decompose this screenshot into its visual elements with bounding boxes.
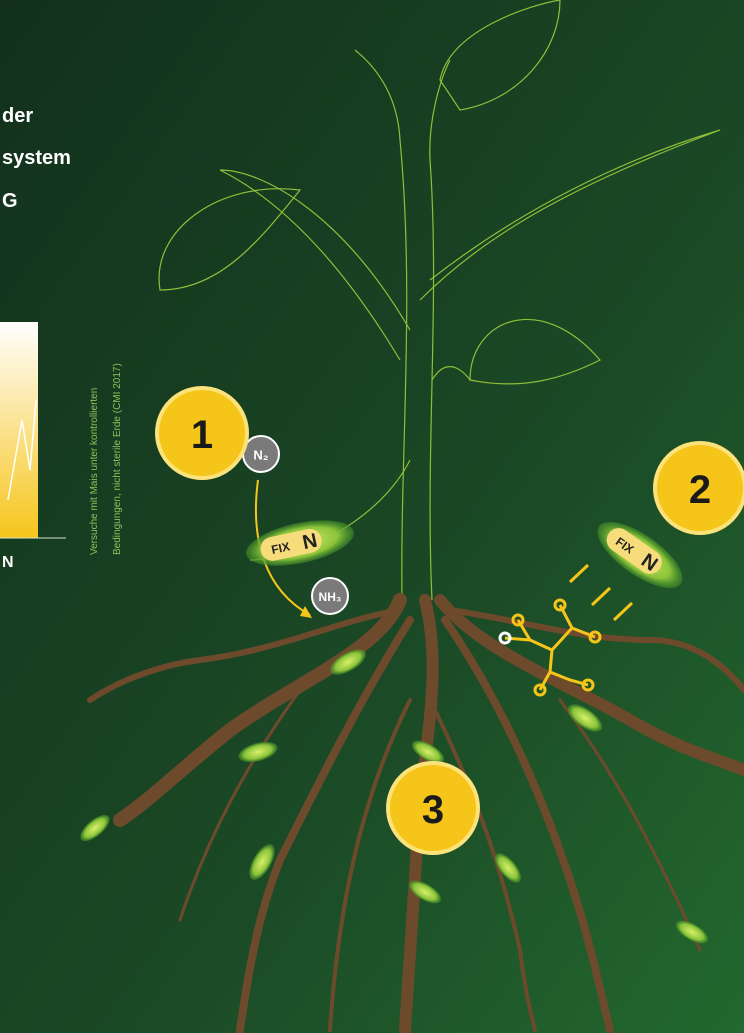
molecule-label: NH₃: [319, 590, 342, 604]
illustration: der system G N Versuche mit Mais unter k…: [0, 0, 744, 1033]
step-number: 3: [422, 788, 444, 832]
axis-label: N: [2, 554, 14, 571]
header-line: G: [2, 190, 18, 212]
header-line: der: [2, 105, 33, 127]
footnote: Bedingungen, nicht sterile Erde (CMI 201…: [112, 363, 123, 555]
step-number: 2: [689, 468, 711, 512]
footnote: Versuche mit Mais unter kontrollierten: [89, 388, 100, 555]
header-line: system: [2, 147, 71, 169]
molecule-label: N₂: [253, 448, 268, 463]
bar-fragment: [0, 322, 38, 538]
step-number: 1: [191, 413, 213, 457]
